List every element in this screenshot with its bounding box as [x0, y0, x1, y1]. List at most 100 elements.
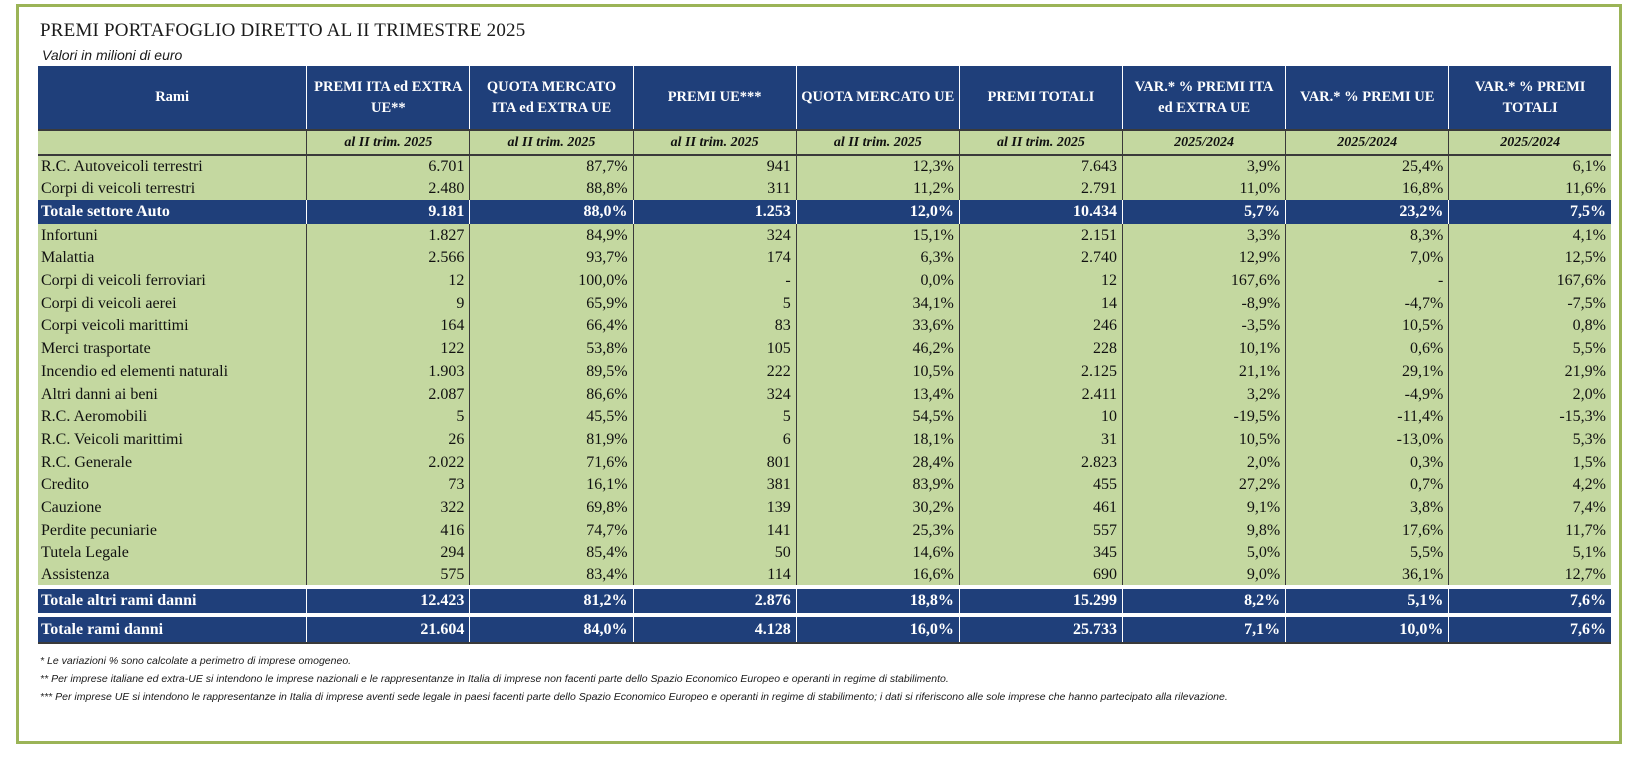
table-row: Corpi di veicoli terrestri 2.480 88,8% 311 1… — [38, 177, 1611, 201]
table-cell: 31 — [958, 428, 1123, 452]
table-cell: 9,8% — [1122, 519, 1286, 542]
table-row: Credito 73 16,1% 381 83,9% 455 27,2% 0,7% 4,2% — [38, 473, 1611, 497]
table-cell: 12,3% — [795, 155, 960, 178]
table-cell: 6.701 — [306, 155, 470, 178]
column-subheader — [38, 129, 307, 156]
table-cell: 1.827 — [306, 224, 470, 248]
table-cell: 5 — [632, 292, 797, 316]
table-cell: 141 — [632, 519, 797, 542]
table-cell: 9 — [306, 292, 470, 316]
table-cell: 167,6% — [1448, 269, 1611, 293]
table-cell: 83,4% — [469, 564, 634, 588]
table-cell: 5 — [306, 405, 470, 429]
table-cell: 10,5% — [795, 360, 960, 384]
table-cell: 36,1% — [1285, 564, 1449, 588]
table-cell: 81,9% — [469, 428, 634, 452]
table-cell: 9.181 — [306, 200, 470, 225]
table-cell: 25,3% — [795, 519, 960, 542]
column-header: VAR.* % PREMI TOTALI — [1448, 66, 1611, 130]
row-label: R.C. Autoveicoli terrestri — [38, 155, 307, 178]
premiums-table: Rami PREMI ITA ed EXTRA UE** QUOTA MERCA… — [38, 66, 1611, 645]
table-row: Corpi veicoli marittimi 164 66,4% 83 33,6% 24… — [38, 315, 1611, 338]
table-cell: 2.740 — [958, 247, 1123, 270]
table-cell: 10,0% — [1285, 613, 1449, 645]
table-cell: 3,3% — [1122, 224, 1286, 248]
table-header-row: Rami PREMI ITA ed EXTRA UE** QUOTA MERCA… — [38, 66, 1611, 130]
table-cell: 9,0% — [1122, 564, 1286, 588]
table-cell: 228 — [958, 337, 1123, 361]
table-cell: 5,1% — [1448, 542, 1611, 565]
footnotes: * Le variazioni % sono calcolate a perim… — [40, 652, 1228, 706]
column-subheader: 2025/2024 — [1285, 129, 1449, 156]
row-label: Tutela Legale — [38, 542, 307, 565]
row-label: Corpi veicoli marittimi — [38, 315, 307, 338]
footnote: ** Per imprese italiane ed extra-UE si i… — [40, 673, 949, 685]
table-cell: 114 — [632, 564, 797, 588]
table-cell: 11,2% — [795, 177, 960, 201]
table-cell: 16,0% — [795, 613, 960, 645]
table-cell: 12 — [306, 269, 470, 293]
table-cell: 11,0% — [1122, 177, 1286, 201]
table-cell: 801 — [632, 451, 797, 474]
table-cell: 5,5% — [1448, 337, 1611, 361]
table-cell: 9,1% — [1122, 496, 1286, 520]
table-cell: 4,2% — [1448, 473, 1611, 497]
row-label: Totale altri rami danni — [38, 585, 307, 616]
table-cell: 122 — [306, 337, 470, 361]
table-cell: 6,1% — [1448, 155, 1611, 178]
table-cell: 7,4% — [1448, 496, 1611, 520]
footnote: *** Per imprese UE si intendono le rappr… — [40, 691, 1228, 703]
table-cell: -7,5% — [1448, 292, 1611, 316]
table-cell: 416 — [306, 519, 470, 542]
table-cell: 294 — [306, 542, 470, 565]
table-cell: 15,1% — [795, 224, 960, 248]
table-cell: 690 — [958, 564, 1123, 588]
row-label: Corpi di veicoli aerei — [38, 292, 307, 316]
column-header: PREMI UE*** — [632, 66, 797, 130]
table-cell: 3,9% — [1122, 155, 1286, 178]
table-cell: 86,6% — [469, 383, 634, 406]
table-cell: 30,2% — [795, 496, 960, 520]
table-cell: 16,8% — [1285, 177, 1449, 201]
table-row: R.C. Generale 2.022 71,6% 801 28,4% 2.823 2,0%… — [38, 451, 1611, 474]
table-cell: 2,0% — [1448, 383, 1611, 406]
table-cell: 85,4% — [469, 542, 634, 565]
table-cell: 29,1% — [1285, 360, 1449, 384]
table-cell: 69,8% — [469, 496, 634, 520]
table-cell: 18,1% — [795, 428, 960, 452]
column-header: QUOTA MERCATO UE — [795, 66, 960, 130]
table-cell: 2.151 — [958, 224, 1123, 248]
table-body: R.C. Autoveicoli terrestri 6.701 87,7% 941 1… — [38, 155, 1611, 645]
table-subheader-row: al II trim. 2025 al II trim. 2025 al II … — [38, 129, 1611, 156]
table-row: Corpi di veicoli ferroviari 12 100,0% -0,0%… — [38, 269, 1611, 293]
table-total-row: Totale altri rami danni 12.423 81,2% 2.876 1… — [38, 585, 1611, 616]
page-subtitle: Valori in milioni di euro — [42, 47, 183, 63]
table-cell: 557 — [958, 519, 1123, 542]
row-label: Incendio ed elementi naturali — [38, 360, 307, 384]
table-cell: 14,6% — [795, 542, 960, 565]
table-cell: 8,2% — [1122, 585, 1286, 616]
table-cell: -3,5% — [1122, 315, 1286, 338]
table-cell: 10,5% — [1285, 315, 1449, 338]
table-cell: 25,4% — [1285, 155, 1449, 178]
table-cell: 34,1% — [795, 292, 960, 316]
row-label: Credito — [38, 473, 307, 497]
column-subheader: al II trim. 2025 — [306, 129, 470, 156]
table-cell: 0,6% — [1285, 337, 1449, 361]
table-cell: 26 — [306, 428, 470, 452]
table-cell: 66,4% — [469, 315, 634, 338]
table-cell: 12,5% — [1448, 247, 1611, 270]
table-row: Malattia 2.566 93,7% 174 6,3% 2.740 12,9% 7,0% 1… — [38, 247, 1611, 270]
table-cell: 1.253 — [632, 200, 797, 225]
table-cell: 12 — [958, 269, 1123, 293]
table-cell: 14 — [958, 292, 1123, 316]
table-row: Infortuni 1.827 84,9% 324 15,1% 2.151 3,3% 8,3%… — [38, 224, 1611, 248]
table-cell: 45,5% — [469, 405, 634, 429]
table-cell: 12,0% — [795, 200, 960, 225]
table-cell: 575 — [306, 564, 470, 588]
table-cell: 0,0% — [795, 269, 960, 293]
table-cell: 381 — [632, 473, 797, 497]
table-cell: 83 — [632, 315, 797, 338]
row-label: R.C. Veicoli marittimi — [38, 428, 307, 452]
row-label: R.C. Aeromobili — [38, 405, 307, 429]
